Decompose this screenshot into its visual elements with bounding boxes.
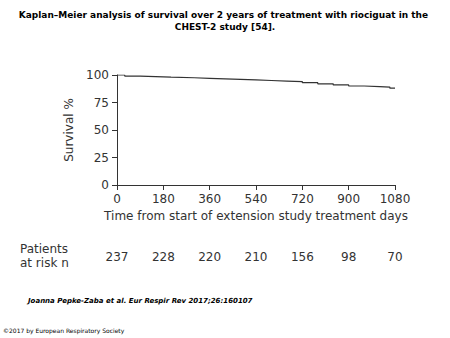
svg-text:900: 900 <box>337 192 360 206</box>
svg-text:Time from start of extension s: Time from start of extension study treat… <box>103 209 408 223</box>
svg-text:360: 360 <box>198 192 221 206</box>
svg-text:210: 210 <box>245 250 268 264</box>
svg-text:0: 0 <box>113 192 121 206</box>
svg-text:220: 220 <box>198 250 221 264</box>
svg-text:237: 237 <box>106 250 129 264</box>
svg-text:©2017 by European Respiratory: ©2017 by European Respiratory Society <box>3 327 125 335</box>
svg-text:228: 228 <box>152 250 175 264</box>
svg-text:100: 100 <box>86 68 109 82</box>
svg-text:Patients: Patients <box>20 242 72 256</box>
svg-text:540: 540 <box>245 192 268 206</box>
svg-text:Kaplan–Meier analysis of survi: Kaplan–Meier analysis of survival over 2… <box>19 10 432 20</box>
svg-text:0: 0 <box>101 178 109 192</box>
svg-text:25: 25 <box>94 151 109 165</box>
svg-text:70: 70 <box>387 250 402 264</box>
svg-text:75: 75 <box>94 96 109 110</box>
svg-text:98: 98 <box>341 250 356 264</box>
svg-text:50: 50 <box>94 123 109 137</box>
svg-text:156: 156 <box>291 250 314 264</box>
svg-text:1080: 1080 <box>380 192 411 206</box>
svg-text:180: 180 <box>152 192 175 206</box>
svg-text:at risk n: at risk n <box>20 256 69 270</box>
svg-text:720: 720 <box>291 192 314 206</box>
svg-text:Joanna Pepke-Zaba et al. Eur R: Joanna Pepke-Zaba et al. Eur Respir Rev … <box>26 297 253 305</box>
svg-text:Survival %: Survival % <box>62 98 76 162</box>
svg-text:CHEST-2 study [54].: CHEST-2 study [54]. <box>175 22 275 32</box>
